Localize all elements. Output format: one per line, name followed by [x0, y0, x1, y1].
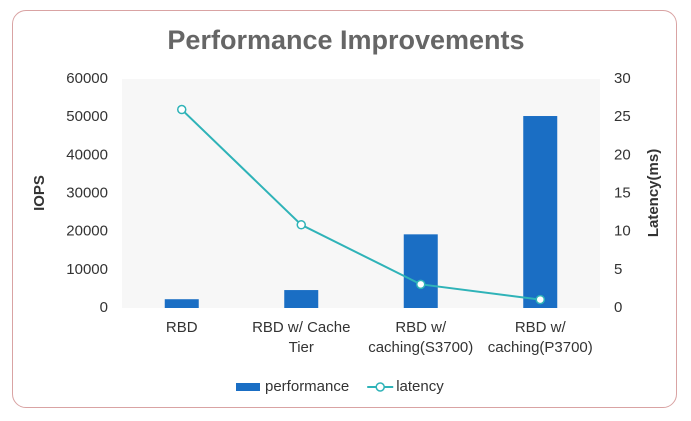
y2-tick-label: 5: [614, 261, 622, 278]
x-tick-label: RBD w/ Cache Tier: [252, 319, 351, 356]
y-tick-label: 40000: [66, 146, 108, 163]
line-marker: [296, 220, 306, 230]
line-marker: [416, 279, 426, 290]
line-marker: [177, 104, 187, 115]
bar: [403, 234, 438, 308]
y2-tick-label: 10: [614, 223, 631, 240]
legend-label: performance: [265, 378, 349, 395]
y-axis-title: IOPS: [31, 175, 48, 211]
bar: [164, 299, 199, 308]
chart-title: Performance Improvements: [167, 25, 524, 55]
legend-label: latency: [396, 378, 444, 395]
x-tick-label: RBD: [165, 319, 198, 336]
y2-tick-label: 30: [614, 70, 631, 87]
legend-swatch: [236, 383, 260, 391]
y2-tick-label: 20: [614, 146, 631, 163]
y2-tick-label: 0: [614, 299, 622, 316]
bar: [523, 116, 558, 308]
x-tick-label: RBD w/ caching(S3700): [368, 319, 474, 356]
line-marker: [535, 294, 545, 305]
x-tick-label: RBD w/ caching(P3700): [487, 319, 593, 356]
y2-tick-label: 25: [614, 108, 631, 125]
y-tick-label: 60000: [66, 70, 108, 87]
line: [181, 108, 541, 301]
bar: [284, 290, 319, 308]
y2-axis-title: Latency(ms): [645, 149, 662, 237]
y-tick-label: 30000: [66, 184, 108, 201]
legend-swatch: [375, 382, 385, 392]
y-tick-label: 0: [100, 299, 108, 316]
plot-area: [122, 79, 600, 308]
y-tick-label: 50000: [66, 108, 108, 125]
card: [12, 10, 677, 408]
y-tick-label: 10000: [66, 261, 108, 278]
y2-tick-label: 15: [614, 184, 631, 201]
y-tick-label: 20000: [66, 223, 108, 240]
